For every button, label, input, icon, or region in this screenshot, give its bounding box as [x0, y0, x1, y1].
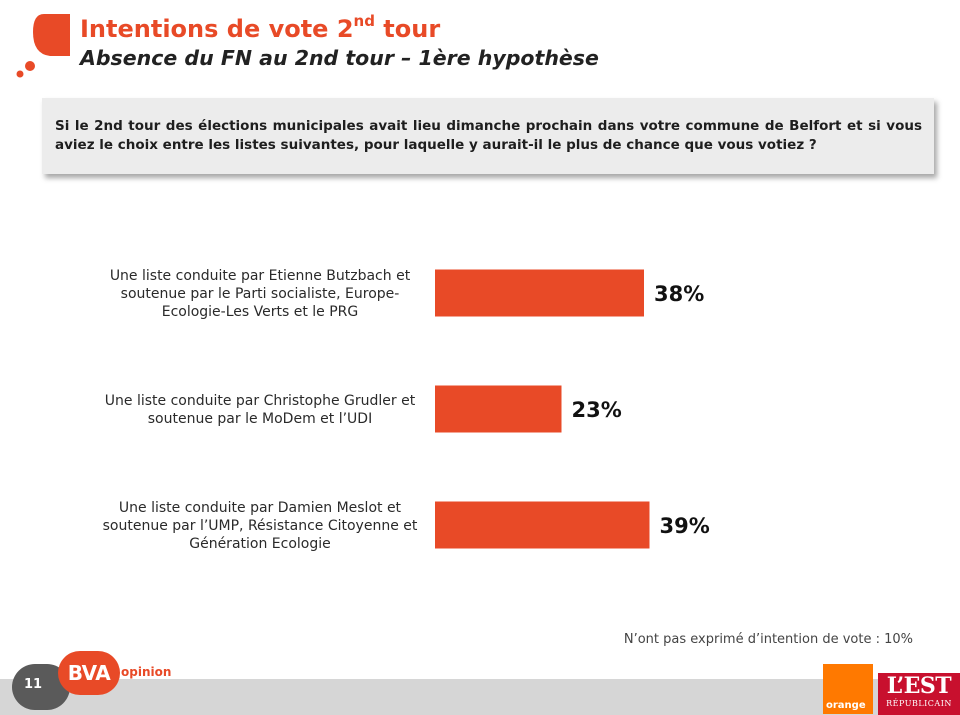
- bar-chart: 38% Une liste conduite par Etienne Butzba…: [103, 268, 710, 552]
- footer-band: [0, 679, 960, 715]
- category-label: Une liste conduite par Etienne Butzbach …: [110, 268, 411, 284]
- bva-opinion-label: opinion: [121, 665, 172, 679]
- category-label: soutenue par le Parti socialiste, Europe…: [121, 286, 400, 302]
- bva-logo: BVA: [58, 651, 120, 695]
- chart-bar: [435, 501, 650, 549]
- est-logo-sub: RÉPUBLICAIN: [886, 699, 952, 708]
- page-number: 11: [24, 677, 43, 692]
- category-label: Génération Ecologie: [189, 536, 331, 552]
- orange-logo-text: orange: [826, 700, 866, 711]
- header: Intentions de vote 2nd tour Absence du F…: [80, 14, 599, 72]
- category-label: Ecologie-Les Verts et le PRG: [162, 304, 359, 320]
- value-label: 39%: [660, 514, 710, 538]
- category-label: Une liste conduite par Christophe Grudle…: [105, 393, 416, 409]
- question-box: Si le 2nd tour des élections municipales…: [42, 98, 934, 174]
- category-label: Une liste conduite par Damien Meslot et: [119, 500, 402, 516]
- chart-bar: [435, 269, 644, 317]
- page-title: Intentions de vote 2nd tour: [80, 12, 441, 44]
- category-label: soutenue par l’UMP, Résistance Citoyenne…: [103, 518, 418, 534]
- orange-logo: orange: [823, 664, 873, 714]
- est-logo-name: L’EST: [886, 673, 952, 699]
- brand-swoosh-decoration: [16, 14, 70, 78]
- category-label: soutenue par le MoDem et l’UDI: [148, 411, 372, 427]
- value-label: 23%: [572, 398, 622, 422]
- page-subtitle: Absence du FN au 2nd tour – 1ère hypothè…: [80, 46, 599, 70]
- chart-bar: [435, 385, 562, 433]
- no-intention-note: N’ont pas exprimé d’intention de vote : …: [623, 632, 913, 647]
- value-label: 38%: [654, 282, 704, 306]
- question-text: Si le 2nd tour des élections municipales…: [55, 118, 922, 153]
- est-republicain-logo: L’EST RÉPUBLICAIN: [878, 673, 960, 715]
